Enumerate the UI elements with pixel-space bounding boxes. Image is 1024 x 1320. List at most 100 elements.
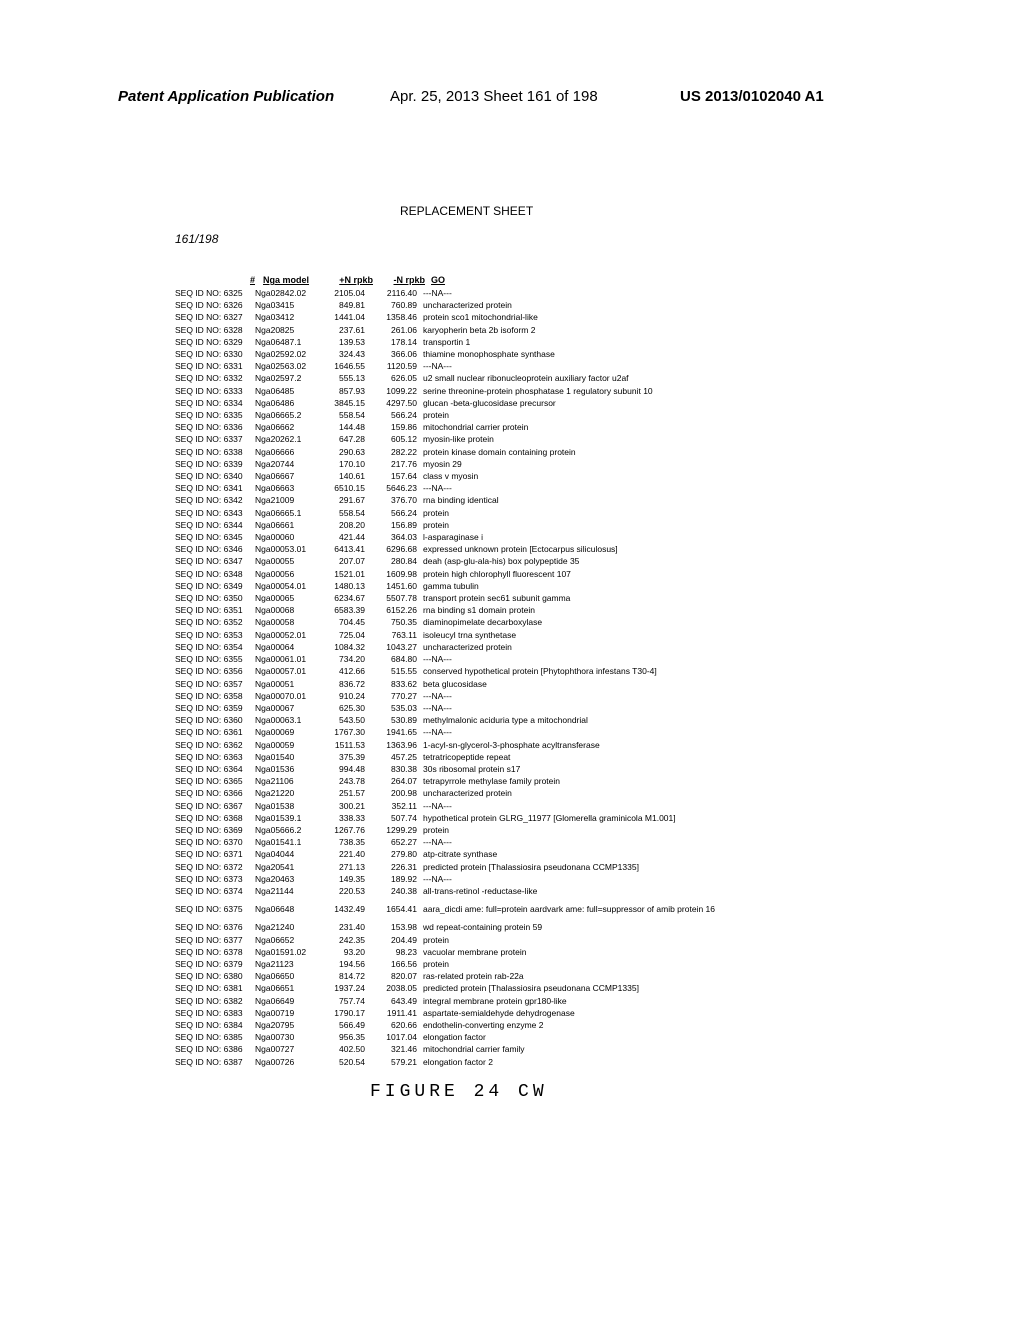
cell-model: Nga01540 [255,751,317,763]
table-row: SEQ ID NO: 6374Nga21144220.53240.38all-t… [175,885,875,897]
cell-plus: 625.30 [317,702,369,714]
cell-go: hypothetical protein GLRG_11977 [Glomere… [421,812,875,824]
cell-minus: 364.03 [369,531,421,543]
cell-go: ---NA--- [421,726,875,738]
cell-id: SEQ ID NO: 6346 [175,543,255,555]
cell-plus: 814.72 [317,970,369,982]
cell-plus: 566.49 [317,1019,369,1031]
cell-go: aspartate-semialdehyde dehydrogenase [421,1007,875,1019]
cell-id: SEQ ID NO: 6334 [175,397,255,409]
cell-model: Nga00060 [255,531,317,543]
cell-plus: 251.57 [317,787,369,799]
cell-plus: 144.48 [317,421,369,433]
cell-plus: 558.54 [317,507,369,519]
table-row: SEQ ID NO: 6354Nga000641084.321043.27unc… [175,641,875,653]
cell-model: Nga21220 [255,787,317,799]
cell-go: mitochondrial carrier family [421,1043,875,1055]
cell-model: Nga20825 [255,324,317,336]
table-row: SEQ ID NO: 6342Nga21009291.67376.70rna b… [175,494,875,506]
cell-id: SEQ ID NO: 6358 [175,690,255,702]
cell-plus: 6583.39 [317,604,369,616]
cell-minus: 226.31 [369,861,421,873]
cell-plus: 738.35 [317,836,369,848]
cell-plus: 412.66 [317,665,369,677]
cell-minus: 282.22 [369,446,421,458]
cell-plus: 910.24 [317,690,369,702]
cell-minus: 321.46 [369,1043,421,1055]
cell-id: SEQ ID NO: 6341 [175,482,255,494]
cell-id: SEQ ID NO: 6367 [175,800,255,812]
table-row: SEQ ID NO: 6330Nga02592.02324.43366.06th… [175,348,875,360]
table-row: SEQ ID NO: 6380Nga06650814.72820.07ras-r… [175,970,875,982]
cell-id: SEQ ID NO: 6335 [175,409,255,421]
table-row: SEQ ID NO: 6334Nga064863845.154297.50glu… [175,397,875,409]
cell-minus: 626.05 [369,372,421,384]
col-header-go: GO [429,275,875,285]
cell-go: diaminopimelate decarboxylase [421,616,875,628]
cell-id: SEQ ID NO: 6379 [175,958,255,970]
cell-go: ---NA--- [421,690,875,702]
cell-go: 1-acyl-sn-glycerol-3-phosphate acyltrans… [421,739,875,751]
cell-go: conserved hypothetical protein [Phytopht… [421,665,875,677]
cell-go: methylmalonic aciduria type a mitochondr… [421,714,875,726]
cell-plus: 149.35 [317,873,369,885]
cell-id: SEQ ID NO: 6372 [175,861,255,873]
cell-model: Nga00068 [255,604,317,616]
cell-go: protein [421,519,875,531]
table-row: SEQ ID NO: 6385Nga00730956.351017.04elon… [175,1031,875,1043]
cell-id: SEQ ID NO: 6382 [175,995,255,1007]
cell-go: glucan -beta-glucosidase precursor [421,397,875,409]
cell-id: SEQ ID NO: 6337 [175,433,255,445]
cell-minus: 566.24 [369,409,421,421]
cell-minus: 1099.22 [369,385,421,397]
cell-minus: 376.70 [369,494,421,506]
cell-minus: 279.80 [369,848,421,860]
cell-go: ---NA--- [421,702,875,714]
cell-id: SEQ ID NO: 6354 [175,641,255,653]
cell-go: u2 small nuclear ribonucleoprotein auxil… [421,372,875,384]
cell-model: Nga00067 [255,702,317,714]
cell-go: tetrapyrrole methylase family protein [421,775,875,787]
cell-plus: 194.56 [317,958,369,970]
cell-go: protein [421,409,875,421]
cell-minus: 833.62 [369,678,421,690]
cell-go: uncharacterized protein [421,787,875,799]
table-row: SEQ ID NO: 6363Nga01540375.39457.25tetra… [175,751,875,763]
table-row: SEQ ID NO: 6381Nga066511937.242038.05pre… [175,982,875,994]
table-row: SEQ ID NO: 6386Nga00727402.50321.46mitoc… [175,1043,875,1055]
cell-go: aara_dicdi ame: full=protein aardvark am… [421,903,875,915]
cell-plus: 1646.55 [317,360,369,372]
cell-id: SEQ ID NO: 6381 [175,982,255,994]
cell-plus: 271.13 [317,861,369,873]
cell-plus: 237.61 [317,324,369,336]
cell-plus: 956.35 [317,1031,369,1043]
cell-minus: 6296.68 [369,543,421,555]
cell-plus: 402.50 [317,1043,369,1055]
table-row: SEQ ID NO: 6346Nga00053.016413.416296.68… [175,543,875,555]
cell-plus: 1937.24 [317,982,369,994]
cell-plus: 220.53 [317,885,369,897]
cell-go: ---NA--- [421,482,875,494]
cell-go: protein sco1 mitochondrial-like [421,311,875,323]
cell-minus: 1654.41 [369,903,421,915]
cell-id: SEQ ID NO: 6350 [175,592,255,604]
cell-minus: 530.89 [369,714,421,726]
cell-plus: 994.48 [317,763,369,775]
cell-model: Nga00730 [255,1031,317,1043]
data-table: # Nga model +N rpkb -N rpkb GO SEQ ID NO… [175,275,875,1068]
cell-minus: 535.03 [369,702,421,714]
cell-go: predicted protein [Thalassiosira pseudon… [421,861,875,873]
cell-id: SEQ ID NO: 6385 [175,1031,255,1043]
cell-model: Nga21240 [255,921,317,933]
cell-id: SEQ ID NO: 6362 [175,739,255,751]
cell-minus: 515.55 [369,665,421,677]
cell-go: elongation factor 2 [421,1056,875,1068]
cell-plus: 1267.76 [317,824,369,836]
cell-id: SEQ ID NO: 6387 [175,1056,255,1068]
cell-go: elongation factor [421,1031,875,1043]
cell-plus: 555.13 [317,372,369,384]
cell-model: Nga06663 [255,482,317,494]
cell-go: ---NA--- [421,800,875,812]
cell-go: uncharacterized protein [421,641,875,653]
cell-model: Nga21123 [255,958,317,970]
